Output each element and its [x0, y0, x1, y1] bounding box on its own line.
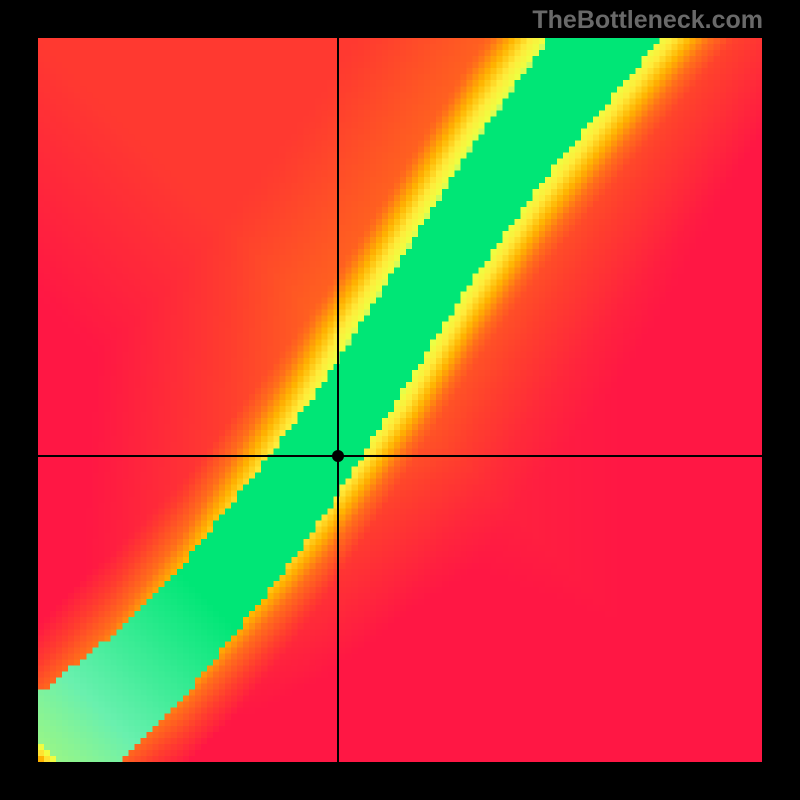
- crosshair-vertical-line: [337, 38, 339, 762]
- watermark-text: TheBottleneck.com: [532, 6, 763, 35]
- bottleneck-heatmap: [38, 38, 762, 762]
- crosshair-horizontal-line: [38, 455, 762, 457]
